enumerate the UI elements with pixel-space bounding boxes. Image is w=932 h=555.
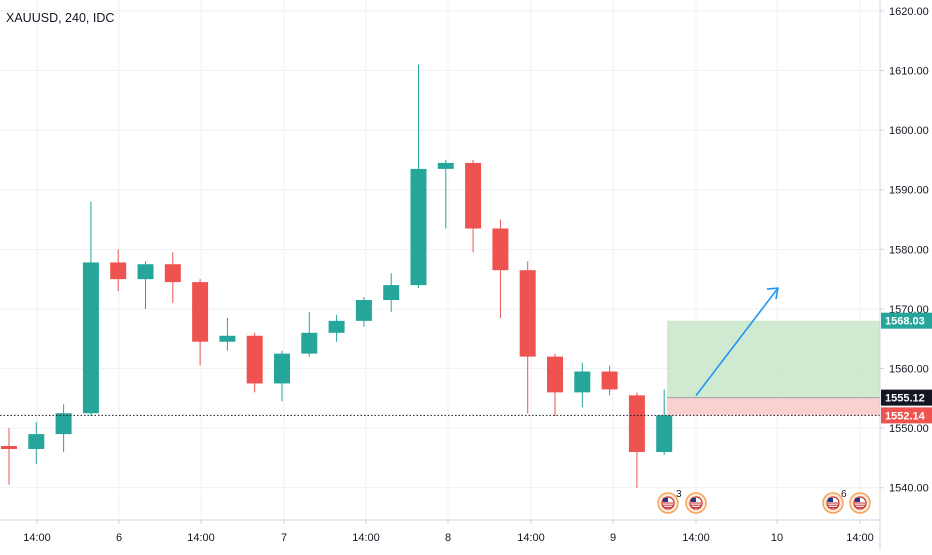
candle-body	[628, 395, 645, 452]
candle-body	[301, 332, 318, 354]
price-label-badge	[881, 312, 932, 329]
price-label-badge	[881, 407, 932, 424]
y-tick-label: 1620.00	[889, 6, 929, 18]
event-flag-canton	[855, 498, 860, 502]
candle-body	[410, 168, 427, 286]
x-tick-label: 8	[445, 532, 451, 544]
x-tick-label: 14:00	[682, 532, 710, 544]
x-tick-label: 6	[116, 532, 122, 544]
candle-body	[519, 270, 536, 357]
x-tick-label: 10	[771, 532, 783, 544]
event-count: 3	[676, 489, 682, 500]
x-tick-label: 14:00	[352, 532, 380, 544]
event-flag-canton	[663, 498, 668, 502]
price-label-text: 1555.12	[885, 393, 925, 405]
y-tick-label: 1560.00	[889, 364, 929, 376]
candle-body	[328, 320, 345, 333]
candle-body	[1, 446, 17, 449]
candle-body	[601, 371, 618, 390]
candle-body	[137, 264, 154, 280]
event-flag-canton	[828, 498, 833, 502]
chart-title: XAUUSD, 240, IDC	[6, 11, 115, 25]
price-label-text: 1568.03	[885, 316, 925, 328]
candle-body	[547, 356, 563, 393]
x-tick-label: 14:00	[187, 532, 215, 544]
candle-body	[274, 353, 290, 384]
candle-body	[383, 285, 400, 300]
y-tick-label: 1610.00	[889, 66, 929, 78]
candle-body	[437, 162, 454, 169]
x-tick-label: 7	[281, 532, 287, 544]
candle-body	[219, 335, 236, 342]
price-label-text: 1552.14	[885, 410, 926, 422]
candle-body	[465, 162, 482, 229]
candle-body	[164, 264, 181, 283]
x-tick-label: 14:00	[23, 532, 51, 544]
projection-arrowhead	[766, 287, 779, 300]
y-tick-label: 1600.00	[889, 125, 929, 137]
event-count: 6	[841, 489, 847, 500]
candle-body	[574, 371, 591, 393]
y-tick-label: 1590.00	[889, 185, 929, 197]
price-label-badge	[881, 389, 932, 406]
candle-body	[355, 300, 372, 321]
candle-body	[246, 335, 263, 384]
event-flag-canton	[691, 498, 696, 502]
y-tick-label: 1550.00	[889, 423, 929, 435]
projection-arrow	[695, 287, 779, 397]
loss-zone	[667, 397, 880, 416]
y-tick-label: 1580.00	[889, 244, 929, 256]
candle-body	[82, 262, 99, 414]
candle-body	[492, 228, 509, 271]
x-tick-label: 14:00	[846, 532, 874, 544]
y-tick-label: 1540.00	[889, 483, 929, 495]
candle-body	[55, 413, 72, 435]
candle-body	[656, 415, 673, 452]
profit-zone	[667, 320, 880, 398]
x-tick-label: 14:00	[517, 532, 545, 544]
candle-body	[28, 434, 45, 449]
candle-body	[110, 262, 127, 280]
x-tick-label: 9	[610, 532, 616, 544]
candle-body	[192, 282, 209, 342]
